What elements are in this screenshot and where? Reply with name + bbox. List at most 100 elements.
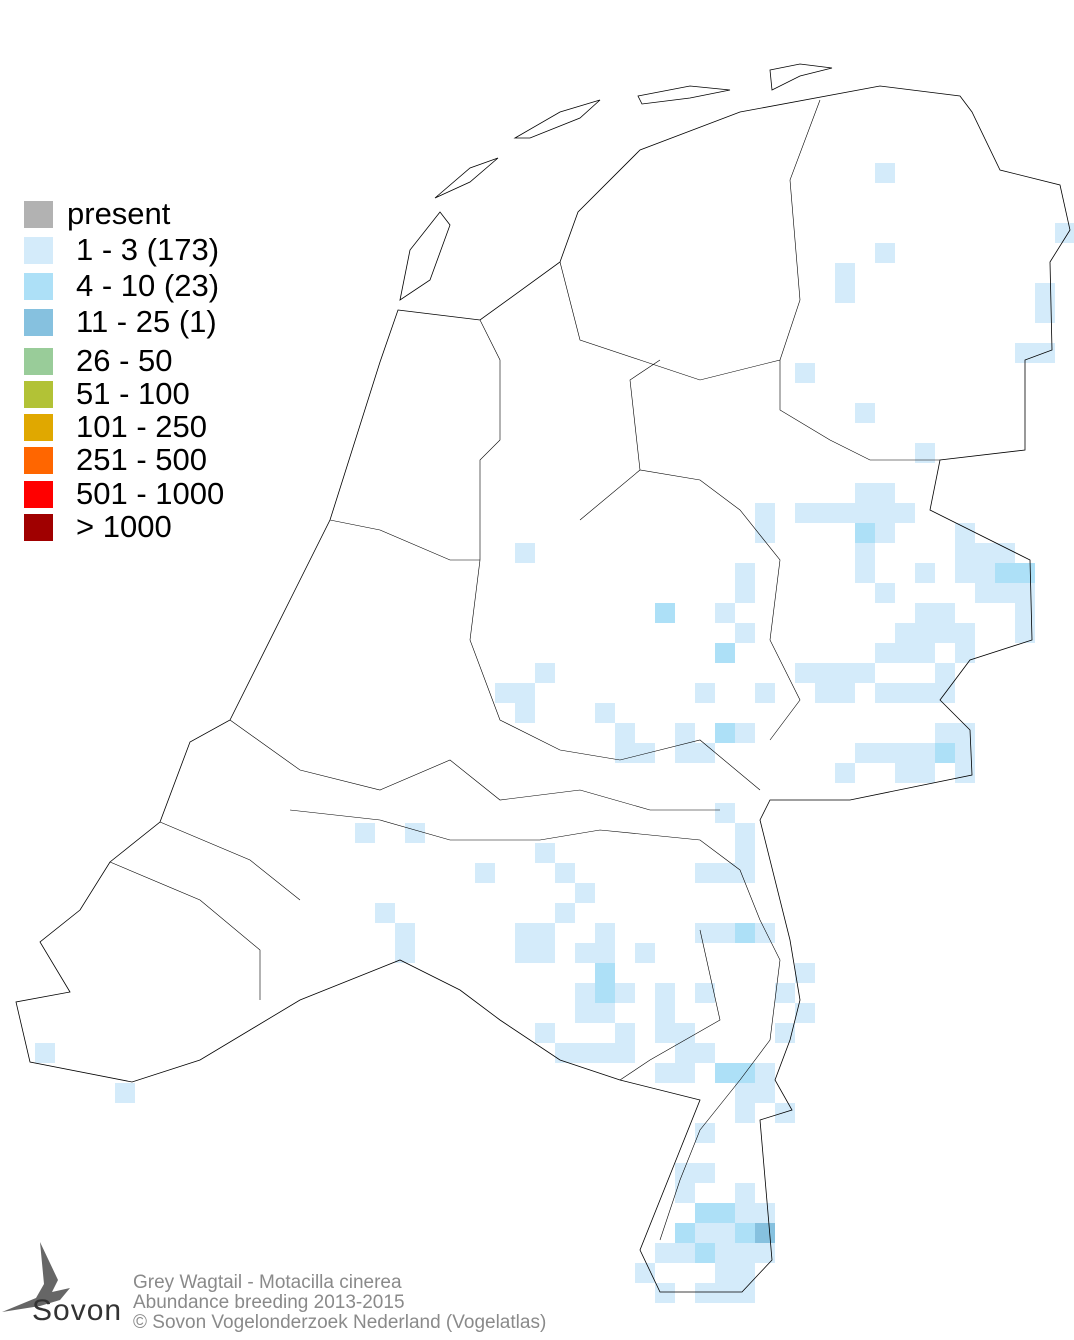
grid-cell [1035,303,1055,323]
grid-cell [675,1023,695,1043]
grid-cell [595,943,615,963]
grid-cell [595,1003,615,1023]
grid-cell [695,683,715,703]
grid-cell [1055,223,1074,243]
grid-cell [875,743,895,763]
grid-cell [935,603,955,623]
grid-cell [975,583,995,603]
province-borders [109,99,940,1241]
grid-cell [675,1063,695,1083]
grid-cell [815,503,835,523]
grid-cell [875,503,895,523]
grid-cell [555,863,575,883]
grid-cell [875,483,895,503]
grid-cell [955,523,975,543]
grid-cell [975,543,995,563]
grid-cell [775,1023,795,1043]
grid-cell [915,563,935,583]
grid-cell [775,983,795,1003]
grid-cell [835,683,855,703]
grid-cell [755,923,775,943]
grid-cell [735,1283,755,1303]
grid-cell [835,263,855,283]
grid-cell [615,1043,635,1063]
grid-cell [35,1043,55,1063]
grid-cell [855,743,875,763]
grid-cell [535,943,555,963]
grid-cell [655,1023,675,1043]
grid-cell [615,983,635,1003]
grid-cell [715,1203,735,1223]
legend-swatch [24,273,53,300]
grid-cell [835,763,855,783]
grid-cell [515,683,535,703]
grid-cell [695,1243,715,1263]
grid-cell [675,1243,695,1263]
grid-cell [655,1063,675,1083]
grid-cell [715,1283,735,1303]
grid-cell [575,983,595,1003]
grid-cell [555,903,575,923]
grid-cell [875,243,895,263]
grid-cell [875,523,895,543]
grid-cell [615,723,635,743]
grid-cell [715,923,735,943]
logo-text: Sovon [32,1294,123,1327]
grid-cell [695,1223,715,1243]
grid-cell [595,923,615,943]
grid-cell [735,583,755,603]
grid-cell [915,443,935,463]
grid-cell [715,723,735,743]
grid-cell [115,1083,135,1103]
country-outline [15,63,1071,1293]
grid-cell [795,363,815,383]
grid-cell [395,923,415,943]
grid-cell [715,1063,735,1083]
grid-cell [615,1023,635,1043]
grid-cell [695,1043,715,1063]
grid-cell [915,683,935,703]
grid-cell [1015,623,1035,643]
grid-cell [575,943,595,963]
grid-cell [855,503,875,523]
grid-cell [735,1183,755,1203]
copyright: © Sovon Vogelonderzoek Nederland (Vogela… [133,1312,547,1333]
grid-cell [715,1243,735,1263]
grid-cell [895,683,915,703]
grid-cell [575,883,595,903]
grid-cell [535,843,555,863]
grid-cell [535,663,555,683]
legend-swatch [24,447,53,474]
grid-cell [595,1043,615,1063]
grid-cell [735,843,755,863]
grid-cell [635,743,655,763]
grid-cell [515,543,535,563]
grid-cell [475,863,495,883]
grid-cell [735,1103,755,1123]
grid-cell [675,1223,695,1243]
grid-cell [515,703,535,723]
grid-cell [755,1203,775,1223]
grid-cell [995,543,1015,563]
grid-cell [755,523,775,543]
grid-cell [895,743,915,763]
grid-cell [755,1083,775,1103]
legend-swatch [24,514,53,541]
grid-cell [835,283,855,303]
grid-cell [875,683,895,703]
grid-cell [735,1243,755,1263]
grid-cell [795,663,815,683]
grid-cell [715,1263,735,1283]
grid-cell [835,503,855,523]
grid-cell [735,1203,755,1223]
grid-cell [515,943,535,963]
grid-cell [595,983,615,1003]
legend-label: 251 - 500 [76,442,207,477]
grid-cell [735,1223,755,1243]
grid-cell [815,683,835,703]
grid-cell [855,563,875,583]
legend-label: 501 - 1000 [76,476,225,511]
grid-cell [875,583,895,603]
legend-swatch [24,309,53,336]
grid-cell [895,503,915,523]
